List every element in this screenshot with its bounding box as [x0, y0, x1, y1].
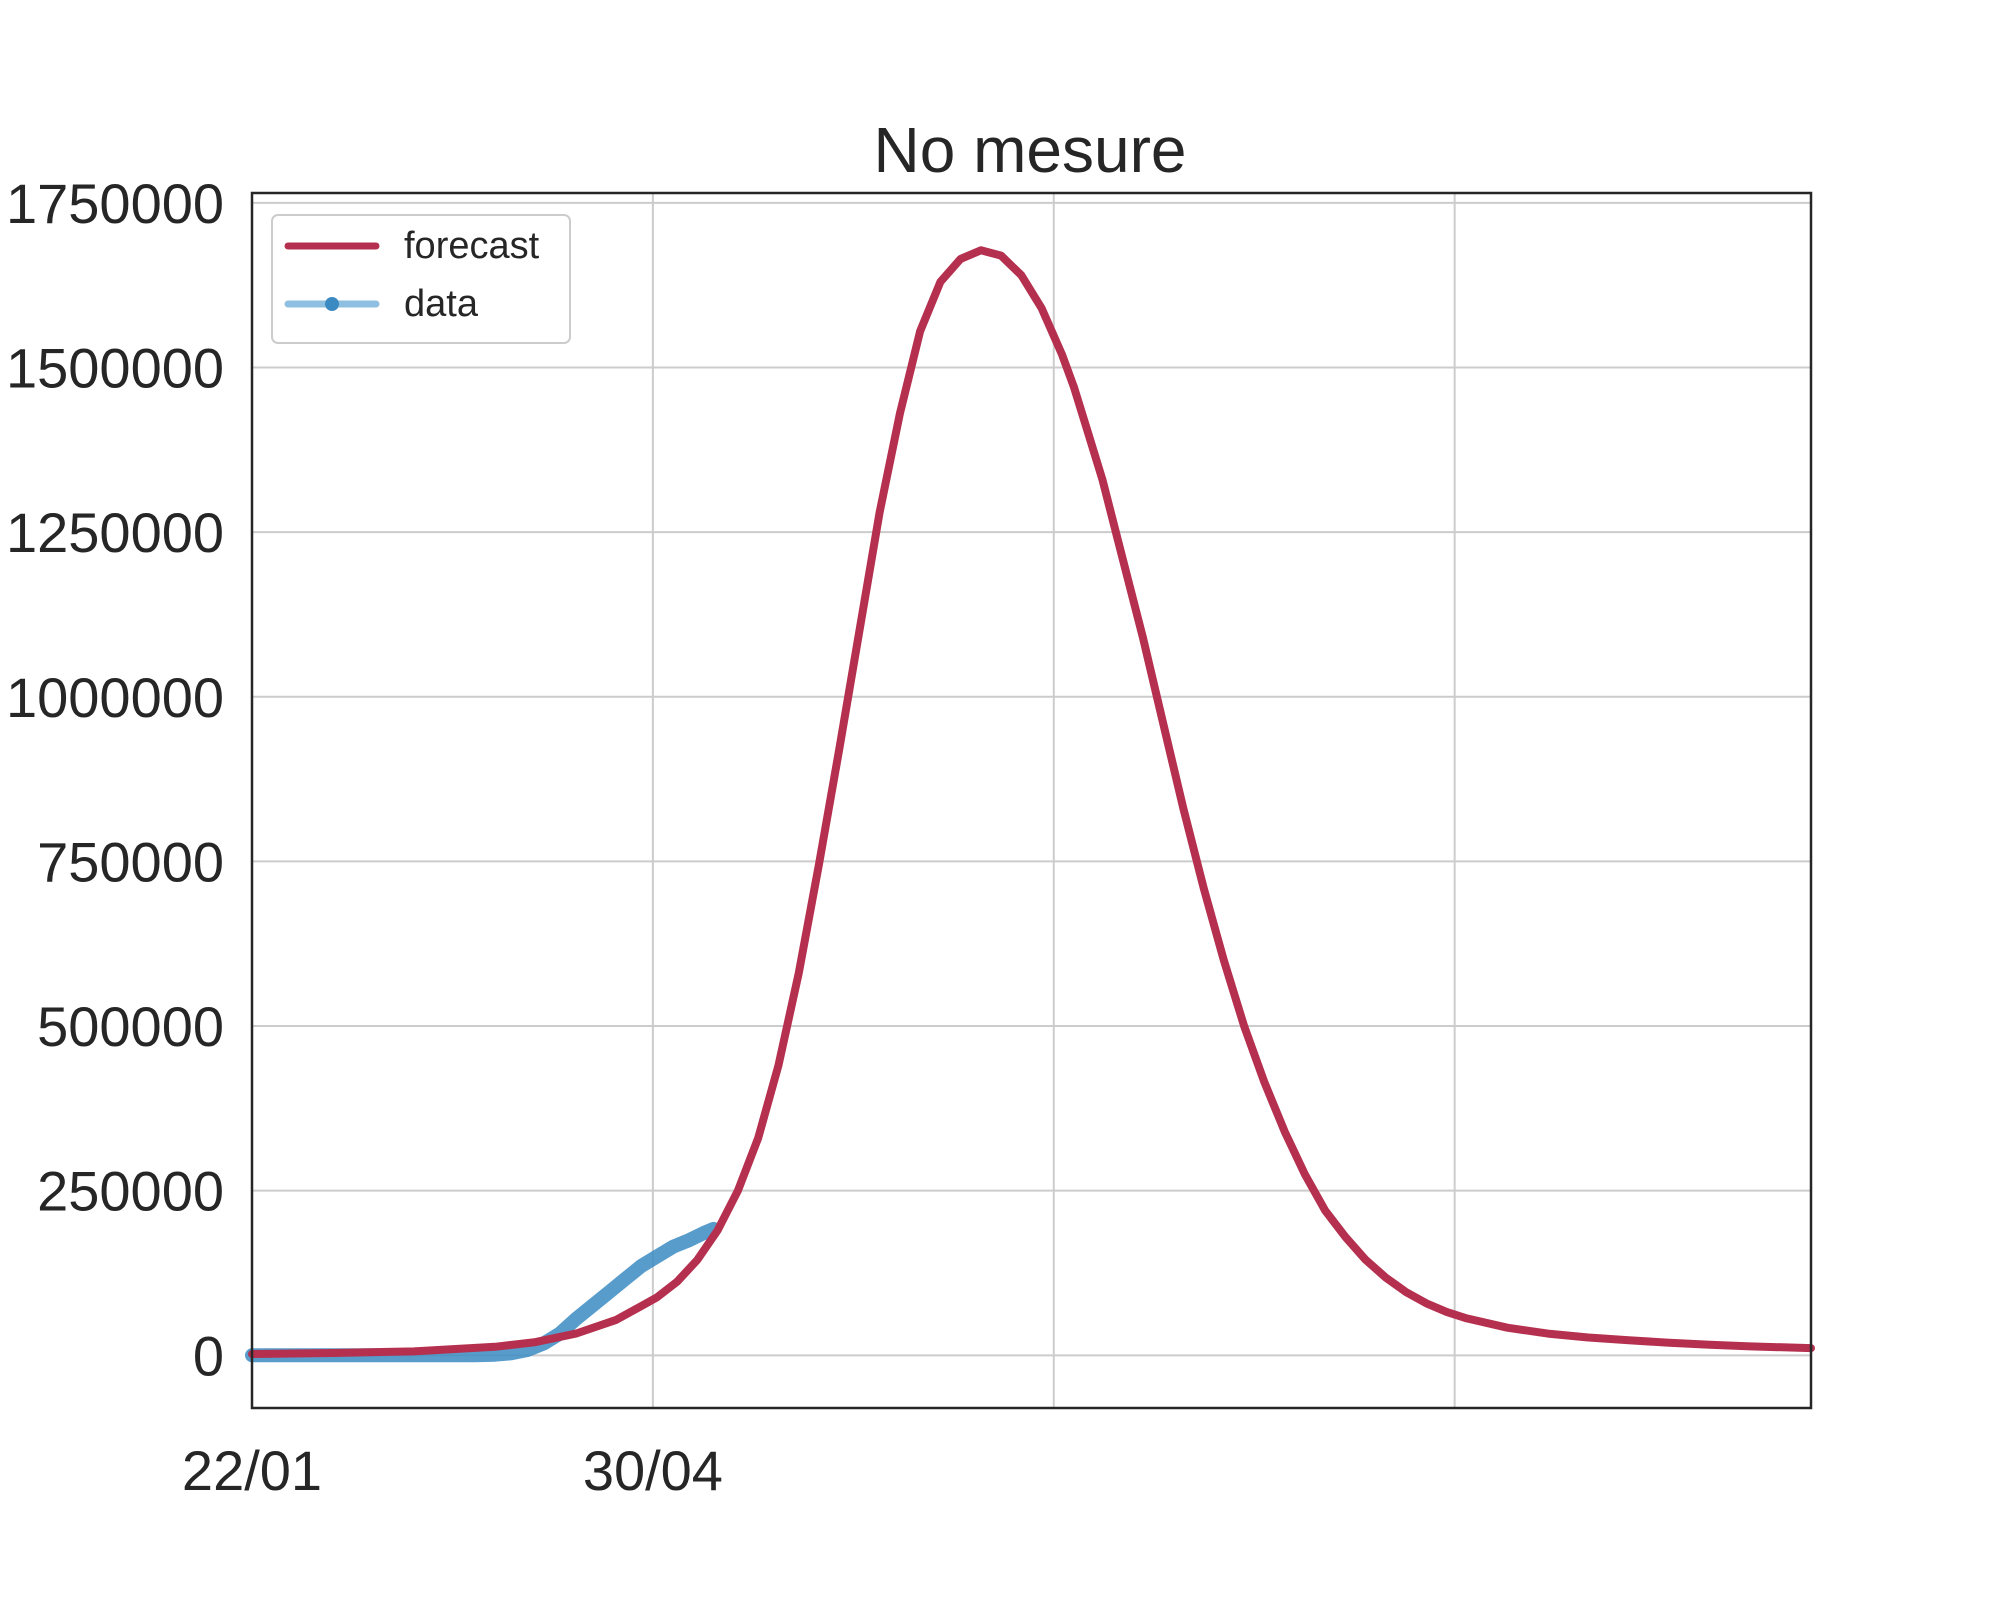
y-tick-label: 250000 — [37, 1160, 224, 1223]
y-tick-label: 1250000 — [6, 501, 224, 564]
y-tick-label: 1500000 — [6, 337, 224, 400]
y-tick-label: 0 — [193, 1324, 224, 1387]
y-tick-label: 500000 — [37, 995, 224, 1058]
y-tick-label: 1000000 — [6, 666, 224, 729]
x-axis-tick-labels: 22/01 30/04 — [182, 1439, 723, 1502]
legend: forecast data — [271, 214, 571, 344]
series-forecast-line — [248, 246, 1815, 1358]
axes-frame — [250, 191, 1813, 1410]
y-tick-label: 750000 — [37, 830, 224, 893]
legend-forecast-label: forecast — [404, 225, 540, 267]
y-axis-tick-labels: 0 250000 500000 750000 1000000 1250000 1500000… — [6, 172, 224, 1387]
series-layer — [245, 246, 1815, 1363]
legend-data-marker — [325, 297, 339, 311]
x-tick-label: 22/01 — [182, 1439, 322, 1502]
y-tick-label: 1750000 — [6, 172, 224, 235]
x-tick-label: 30/04 — [583, 1439, 723, 1502]
chart-title: No mesure — [874, 114, 1187, 186]
legend-data-label: data — [404, 283, 479, 325]
